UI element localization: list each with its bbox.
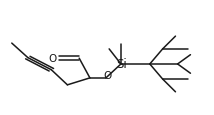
Text: Si: Si (116, 57, 127, 70)
Text: O: O (104, 70, 112, 80)
Text: O: O (49, 53, 57, 63)
